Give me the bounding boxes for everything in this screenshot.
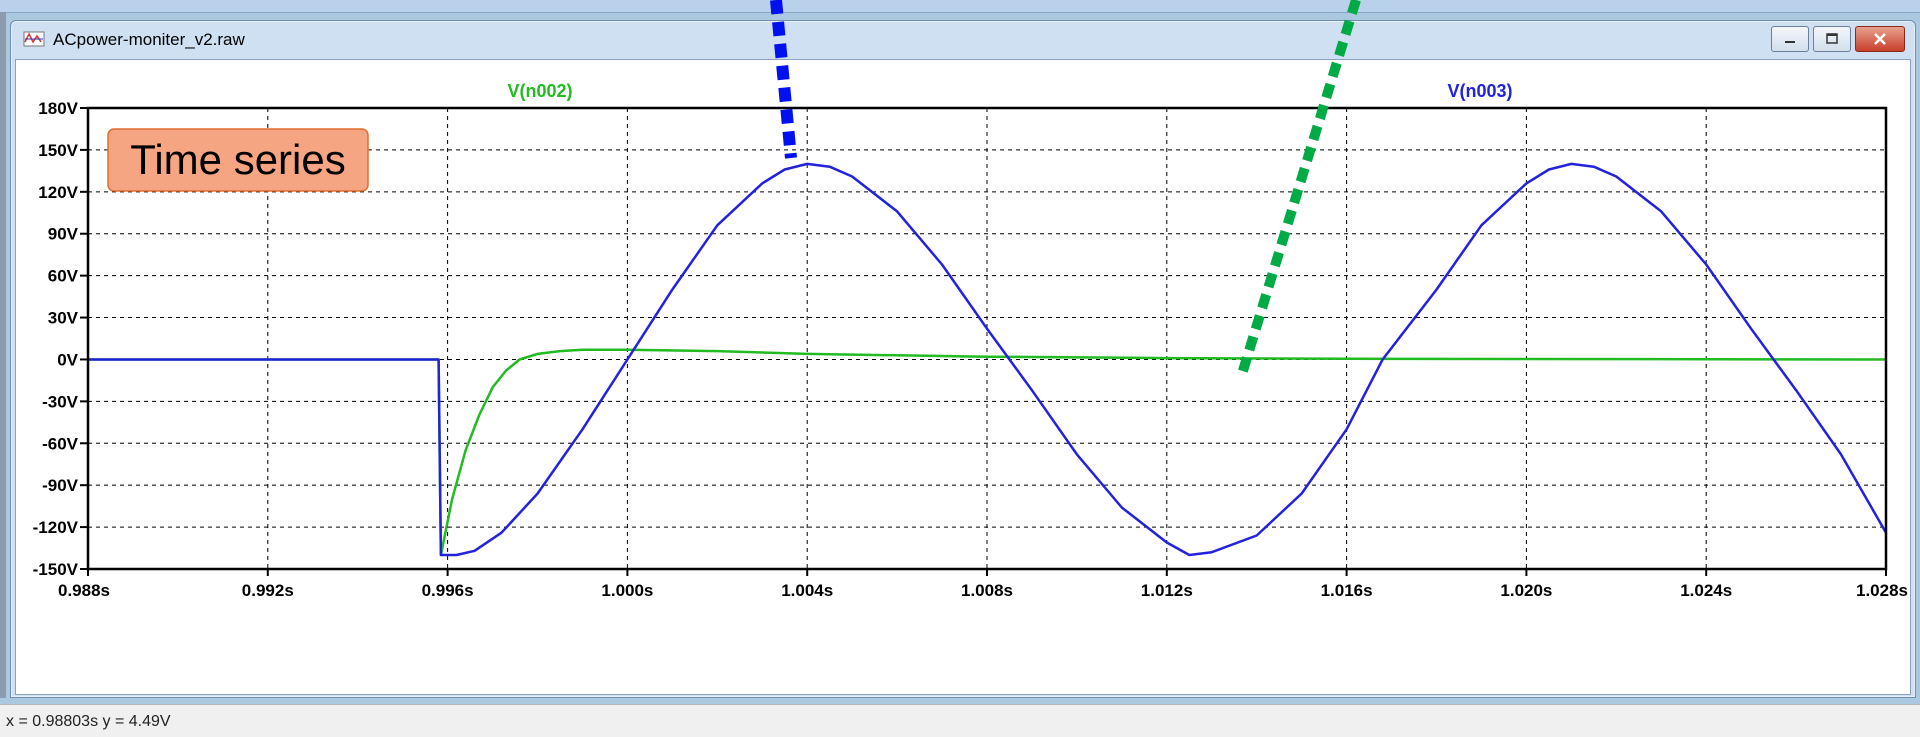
callout-label: Time series [130,136,345,183]
x-tick-label: 1.016s [1321,581,1373,600]
desktop-top-strip [0,0,1920,13]
window-title: ACpower-moniter_v2.raw [53,30,245,49]
y-tick-label: -60V [42,434,79,453]
window-left-edge [0,12,6,698]
x-tick-label: 1.004s [781,581,833,600]
minimize-icon [1785,41,1795,43]
plot-pane[interactable]: 0.988s 0.992s 0.996s 1.000s 1.004s 1.008s 1.01… [15,59,1911,695]
y-tick-label: 0V [57,350,78,369]
title-bar[interactable]: ACpower-moniter_v2.raw [11,21,1915,57]
ltspice-waveform-icon [23,31,45,47]
minimize-button[interactable] [1771,26,1809,52]
series-layer [88,162,1888,557]
time-series-callout: Time series [107,128,369,192]
x-tick-label: 1.008s [961,581,1013,600]
close-button[interactable] [1855,26,1905,52]
maximize-icon [1826,33,1838,44]
status-bar: x = 0.98803s y = 4.49V [0,704,1920,737]
window-controls [1771,26,1905,52]
x-tick-label: 1.012s [1141,581,1193,600]
y-tick-label: 150V [38,141,78,160]
x-tick-label: 1.024s [1680,581,1732,600]
y-tick-label: 120V [38,183,78,202]
waveform-window: ACpower-moniter_v2.raw 0.988s 0.992s 0.996… [10,20,1916,698]
x-tick-label: 1.028s [1856,581,1908,600]
waveform-plot[interactable]: 0.988s 0.992s 0.996s 1.000s 1.004s 1.008s 1.01… [16,60,1910,694]
y-tick-label: -120V [33,518,79,537]
y-tick-label: -150V [33,560,79,579]
maximize-button[interactable] [1813,26,1851,52]
trace-vn003[interactable] [88,162,1888,557]
axis-labels: 0.988s 0.992s 0.996s 1.000s 1.004s 1.008s 1.01… [33,99,1908,600]
x-tick-label: 1.000s [601,581,653,600]
trace-vn002[interactable] [88,348,1887,557]
y-tick-label: 30V [48,309,79,328]
y-tick-label: 90V [48,225,79,244]
legend-v-n002[interactable]: V(n002) [507,81,572,101]
close-icon [1874,33,1886,45]
x-tick-label: 0.988s [58,581,110,600]
x-tick-label: 1.020s [1500,581,1552,600]
y-tick-label: 180V [38,99,78,118]
y-tick-label: -30V [42,392,79,411]
legend-v-n003[interactable]: V(n003) [1447,81,1512,101]
cursor-readout: x = 0.98803s y = 4.49V [6,713,171,730]
callout-box [107,128,369,192]
x-tick-label: 0.992s [242,581,294,600]
y-tick-label: -90V [42,476,79,495]
y-tick-label: 60V [48,267,79,286]
x-tick-label: 0.996s [422,581,474,600]
